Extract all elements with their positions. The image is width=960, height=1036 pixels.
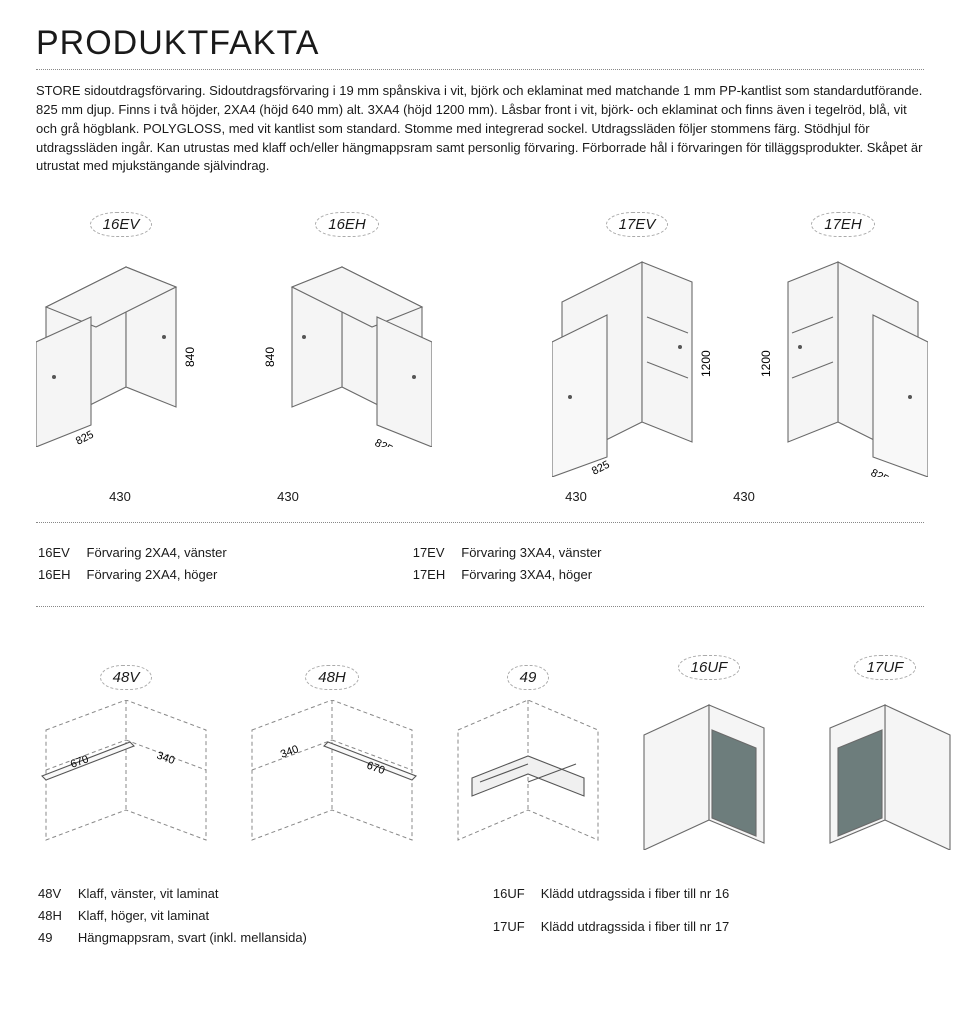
- unit-16uf: 16UF: [634, 655, 784, 850]
- partlist-right: 17EVFörvaring 3XA4, vänster 17EHFörvarin…: [411, 541, 618, 587]
- wdim: 430: [492, 489, 660, 504]
- cab-17eh: 1200 825: [758, 247, 928, 477]
- code-bubble: 17EH: [811, 212, 875, 237]
- h-dim: 840: [183, 347, 197, 367]
- code-bubble: 49: [507, 665, 550, 690]
- partlist-left: 16EVFörvaring 2XA4, vänster 16EHFörvarin…: [36, 541, 243, 587]
- acc-16uf: [634, 690, 784, 850]
- kdim: 340: [279, 743, 300, 761]
- acc-17uf: [810, 690, 960, 850]
- partlist-lower-left: 48VKlaff, vänster, vit laminat 48HKlaff,…: [36, 882, 323, 950]
- h-dim: 1200: [699, 350, 713, 377]
- code-bubble: 17EV: [606, 212, 669, 237]
- code-bubble: 48H: [305, 665, 359, 690]
- width-dims: 430 430 430 430: [36, 489, 924, 504]
- cabinet-row: 16EV 840 825 16EH: [36, 212, 924, 477]
- page-title: PRODUKTFAKTA: [36, 24, 924, 63]
- unit-17uf: 17UF: [810, 655, 960, 850]
- cab-16ev: 840 825: [36, 247, 206, 447]
- pair-3xa4: 17EV 1200 825 17EH: [552, 212, 928, 477]
- partlist-row-1: 16EVFörvaring 2XA4, vänster 16EHFörvarin…: [36, 522, 924, 606]
- wdim: 430: [204, 489, 372, 504]
- list-item: 48VKlaff, vänster, vit laminat: [38, 884, 321, 904]
- list-item: 16EVFörvaring 2XA4, vänster: [38, 543, 241, 563]
- list-item: 17EVFörvaring 3XA4, vänster: [413, 543, 616, 563]
- d-dim: 825: [373, 437, 395, 447]
- list-item: 49Hängmappsram, svart (inkl. mellansida): [38, 928, 321, 948]
- cab-17ev: 1200 825: [552, 247, 722, 477]
- partlist-lower-right: 16UFKlädd utdragssida i fiber till nr 16…: [491, 882, 745, 950]
- kdim: 670: [69, 753, 90, 771]
- unit-17ev: 17EV 1200 825: [552, 212, 722, 477]
- wdim: 430: [660, 489, 828, 504]
- code-bubble: 16EV: [90, 212, 153, 237]
- list-item: 48HKlaff, höger, vit laminat: [38, 906, 321, 926]
- cab-16eh: 840 825: [262, 247, 432, 447]
- partlist-row-2: 48VKlaff, vänster, vit laminat 48HKlaff,…: [36, 882, 924, 950]
- h-dim: 840: [263, 347, 277, 367]
- rule: [36, 69, 924, 70]
- wdim: 430: [36, 489, 204, 504]
- h-dim: 1200: [759, 350, 773, 377]
- pair-2xa4: 16EV 840 825 16EH: [36, 212, 432, 477]
- list-item: 16UFKlädd utdragssida i fiber till nr 16: [493, 884, 743, 915]
- acc-48h: 340 670: [242, 700, 422, 850]
- list-item: 16EHFörvaring 2XA4, höger: [38, 565, 241, 585]
- unit-48v: 48V 670 340: [36, 665, 216, 850]
- unit-16ev: 16EV 840 825: [36, 212, 206, 477]
- list-item: 17UFKlädd utdragssida i fiber till nr 17: [493, 917, 743, 948]
- unit-49: 49: [448, 665, 608, 850]
- unit-48h: 48H 340 670: [242, 665, 422, 850]
- kdim: 340: [155, 749, 176, 767]
- acc-48v: 670 340: [36, 700, 216, 850]
- unit-17eh: 17EH 1200 825: [758, 212, 928, 477]
- list-item: 17EHFörvaring 3XA4, höger: [413, 565, 616, 585]
- kdim: 670: [365, 759, 386, 777]
- unit-16eh: 16EH 840 825: [262, 212, 432, 477]
- code-bubble: 17UF: [854, 655, 917, 680]
- code-bubble: 16UF: [678, 655, 741, 680]
- d-dim: 825: [869, 467, 891, 477]
- d-dim: 825: [74, 429, 96, 447]
- code-bubble: 16EH: [315, 212, 379, 237]
- accessory-row: 48V 670 340 48H 340 670: [36, 655, 924, 850]
- code-bubble: 48V: [100, 665, 153, 690]
- acc-49: [448, 700, 608, 850]
- intro-text: STORE sidoutdragsförvaring. Sidoutdragsf…: [36, 82, 924, 176]
